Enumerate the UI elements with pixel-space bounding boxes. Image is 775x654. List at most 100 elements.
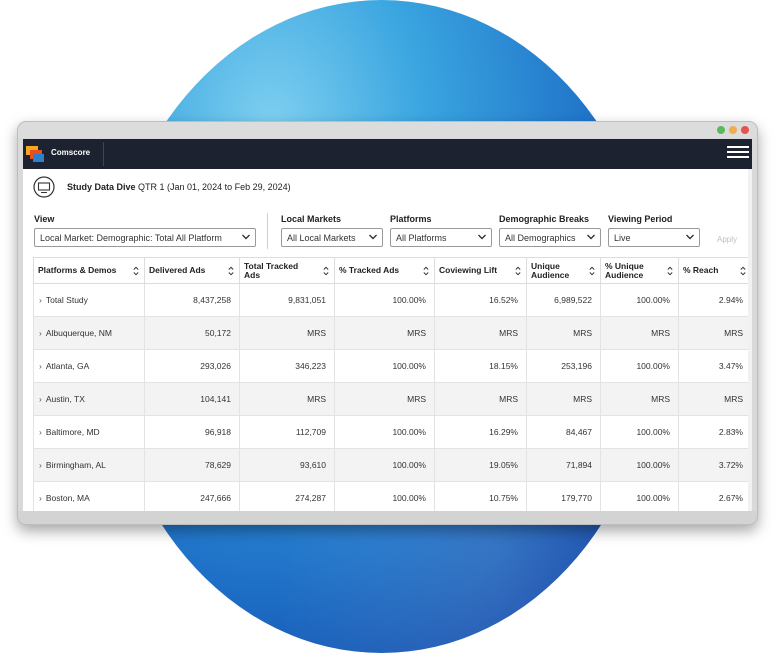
table-header-row: Platforms & Demos Delivered Ads Total Trac… <box>33 257 752 284</box>
cell-value: MRS <box>307 328 326 338</box>
table-cell: 100.00% <box>334 349 435 383</box>
app-window: Comscore Study Data Dive QTR 1 (Jan 01, … <box>17 121 758 525</box>
cell-value: 9,831,051 <box>288 295 326 305</box>
table-row[interactable]: › Boston, MA 247,666 274,287 100.00% 10.75% 17… <box>33 481 752 515</box>
study-title: Study Data Dive QTR 1 (Jan 01, 2024 to F… <box>67 182 291 192</box>
cell-value: 274,287 <box>295 493 326 503</box>
column-header[interactable]: Total Tracked Ads <box>239 257 335 284</box>
cell-value: 2.67% <box>718 493 743 503</box>
table-row[interactable]: › Baltimore, MD 96,918 112,709 100.00% 16.29%… <box>33 415 752 449</box>
cell-value: MRS <box>651 328 670 338</box>
row-label-cell[interactable]: › Albuquerque, NM <box>33 316 145 350</box>
column-header[interactable]: Platforms & Demos <box>33 257 145 284</box>
table-cell: 100.00% <box>334 415 435 449</box>
table-cell: 8,437,258 <box>144 283 240 317</box>
sort-icon[interactable] <box>323 266 329 276</box>
filter-divider <box>267 213 268 249</box>
cell-value: Birmingham, AL <box>45 460 106 470</box>
platforms-select[interactable]: All Platforms <box>390 228 492 247</box>
row-label-cell[interactable]: › Boston, MA <box>33 481 145 515</box>
hamburger-menu-icon[interactable] <box>727 143 749 163</box>
column-header[interactable]: Delivered Ads <box>144 257 240 284</box>
cell-value: MRS <box>573 394 592 404</box>
expand-chevron-icon[interactable]: › <box>39 427 42 437</box>
expand-chevron-icon[interactable]: › <box>39 493 42 503</box>
view-select[interactable]: Local Market: Demographic: Total All Pla… <box>34 228 256 247</box>
viewing-period-select[interactable]: Live <box>608 228 700 247</box>
column-header[interactable]: Unique Audience <box>526 257 601 284</box>
table-cell: MRS <box>334 382 435 416</box>
demographics-select[interactable]: All Demographics <box>499 228 601 247</box>
column-header[interactable]: % Unique Audience <box>600 257 679 284</box>
table-row[interactable]: › Atlanta, GA 293,026 346,223 100.00% 18.15% 2… <box>33 349 752 383</box>
vertical-scrollbar[interactable] <box>748 169 752 511</box>
expand-chevron-icon[interactable]: › <box>39 328 42 338</box>
cell-value: 100.00% <box>636 427 670 437</box>
row-label-cell[interactable]: › Baltimore, MD <box>33 415 145 449</box>
table-cell: 100.00% <box>334 448 435 482</box>
cell-value: 100.00% <box>636 460 670 470</box>
cell-value: MRS <box>651 394 670 404</box>
row-label-cell[interactable]: › Total Study <box>33 283 145 317</box>
cell-value: 2.94% <box>718 295 743 305</box>
sort-icon[interactable] <box>667 266 673 276</box>
sort-icon[interactable] <box>740 266 746 276</box>
expand-chevron-icon[interactable]: › <box>39 295 42 305</box>
main-content: Study Data Dive QTR 1 (Jan 01, 2024 to F… <box>23 169 752 515</box>
table-cell: 179,770 <box>526 481 601 515</box>
cell-value: MRS <box>407 394 426 404</box>
table-row[interactable]: › Albuquerque, NM 50,172 MRS MRS MRS MRS MRS MRS <box>33 316 752 350</box>
window-dot-green[interactable] <box>717 126 725 134</box>
table-cell: 10.75% <box>434 481 527 515</box>
table-cell: 9,831,051 <box>239 283 335 317</box>
markets-select[interactable]: All Local Markets <box>281 228 383 247</box>
expand-chevron-icon[interactable]: › <box>39 394 42 404</box>
table-cell: 3.47% <box>678 349 752 383</box>
table-cell: 18.15% <box>434 349 527 383</box>
cell-value: 78,629 <box>205 460 231 470</box>
cell-value: Albuquerque, NM <box>45 328 112 338</box>
sort-icon[interactable] <box>133 266 139 276</box>
table-row[interactable]: › Birmingham, AL 78,629 93,610 100.00% 19.05%… <box>33 448 752 482</box>
sort-icon[interactable] <box>228 266 234 276</box>
table-body: › Total Study 8,437,258 9,831,051 100.00% 16.… <box>33 283 752 515</box>
cell-value: 100.00% <box>392 493 426 503</box>
sort-icon[interactable] <box>589 266 595 276</box>
table-row[interactable]: › Austin, TX 104,141 MRS MRS MRS MRS MRS MRS <box>33 382 752 416</box>
cell-value: 16.52% <box>489 295 518 305</box>
column-header-label: Platforms & Demos <box>38 265 117 275</box>
table-row[interactable]: › Total Study 8,437,258 9,831,051 100.00% 16.… <box>33 283 752 317</box>
row-label-cell[interactable]: › Atlanta, GA <box>33 349 145 383</box>
apply-button[interactable]: Apply <box>717 235 738 244</box>
cell-value: 18.15% <box>489 361 518 371</box>
cell-value: 16.29% <box>489 427 518 437</box>
cell-value: Austin, TX <box>45 394 85 404</box>
expand-chevron-icon[interactable]: › <box>39 460 42 470</box>
sort-icon[interactable] <box>515 266 521 276</box>
window-dot-yellow[interactable] <box>729 126 737 134</box>
column-header-label: Delivered Ads <box>149 265 206 275</box>
table-cell: 100.00% <box>600 283 679 317</box>
column-header[interactable]: % Tracked Ads <box>334 257 435 284</box>
window-titlebar <box>18 122 757 138</box>
cell-value: 19.05% <box>489 460 518 470</box>
table-cell: MRS <box>239 382 335 416</box>
platforms-label: Platforms <box>390 214 432 224</box>
window-dot-red[interactable] <box>741 126 749 134</box>
expand-chevron-icon[interactable]: › <box>39 361 42 371</box>
table-cell: MRS <box>526 382 601 416</box>
study-name: Study Data Dive <box>67 182 136 192</box>
brand-name: Comscore <box>51 148 91 157</box>
table-cell: 104,141 <box>144 382 240 416</box>
column-header[interactable]: Coviewing Lift <box>434 257 527 284</box>
table-cell: 3.72% <box>678 448 752 482</box>
column-header[interactable]: % Reach <box>678 257 752 284</box>
cell-value: 3.72% <box>718 460 743 470</box>
chevron-down-icon <box>587 234 595 240</box>
row-label-cell[interactable]: › Austin, TX <box>33 382 145 416</box>
row-label-cell[interactable]: › Birmingham, AL <box>33 448 145 482</box>
cell-value: 71,894 <box>566 460 592 470</box>
cell-value: Atlanta, GA <box>45 361 90 371</box>
cell-value: Boston, MA <box>45 493 90 503</box>
sort-icon[interactable] <box>423 266 429 276</box>
